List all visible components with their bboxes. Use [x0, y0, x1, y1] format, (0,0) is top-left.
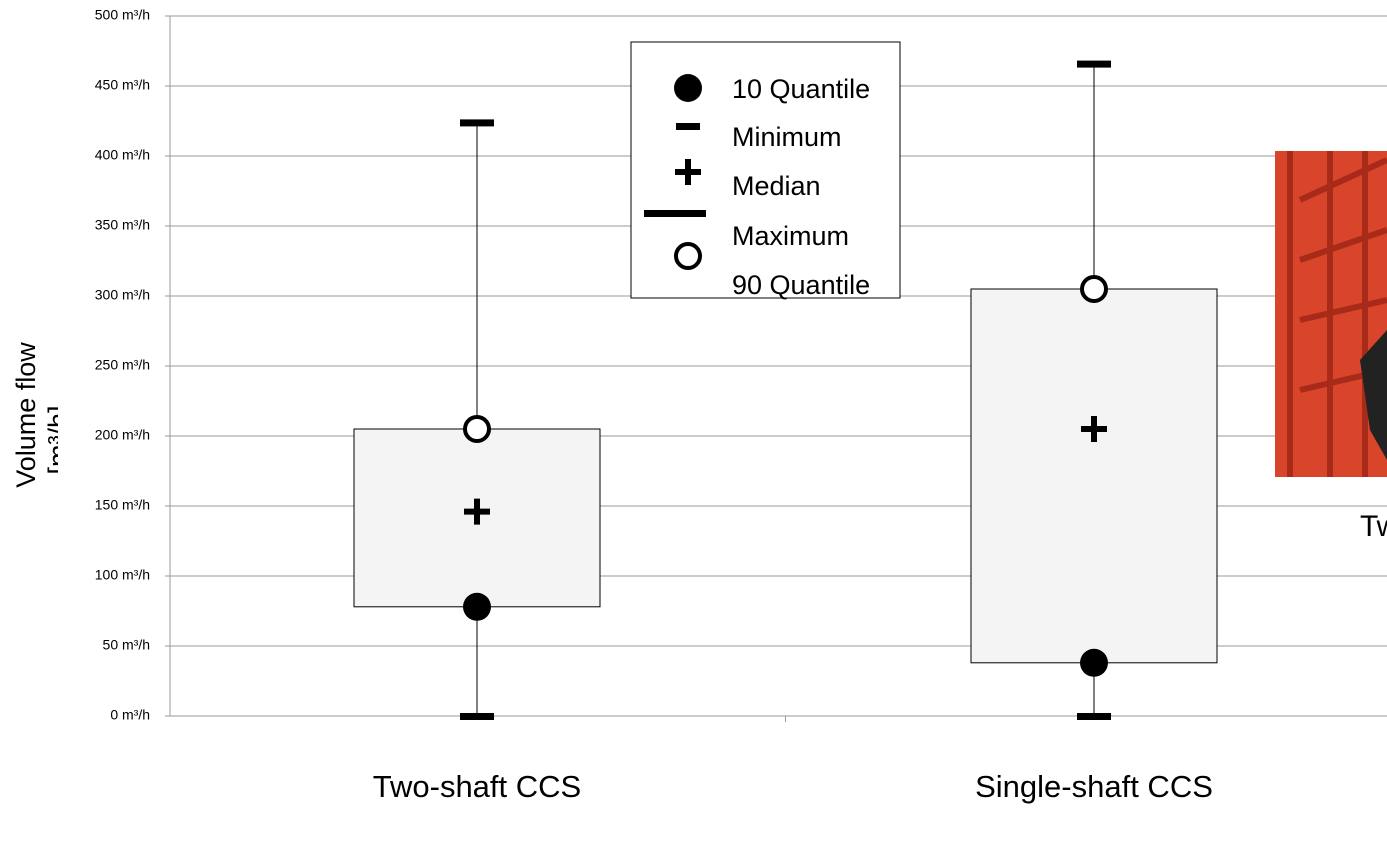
- min-cap: [1077, 713, 1111, 720]
- y-tick-label: 350 m³/h: [95, 217, 150, 233]
- y-tick-label: 0 m³/h: [110, 707, 150, 723]
- legend-symbol: [644, 210, 706, 217]
- legend-label: 90 Quantile: [732, 270, 870, 300]
- y-axis-unit: [m³/h]: [43, 405, 73, 474]
- q90-point: [1082, 277, 1106, 301]
- legend-label: Minimum: [732, 122, 842, 152]
- q10-point: [1080, 649, 1108, 677]
- page: 0 m³/h 50 m³/h 100 m³/h 150 m³/h 200 m³/h 250…: [0, 0, 1387, 846]
- legend-symbol: [676, 244, 700, 268]
- y-tick-label: 250 m³/h: [95, 357, 150, 373]
- q90-point: [465, 417, 489, 441]
- y-tick-label: 450 m³/h: [95, 77, 150, 93]
- box: [971, 289, 1217, 663]
- y-axis-label: Volume flow: [11, 342, 41, 488]
- max-cap: [460, 119, 494, 126]
- photo-caption: Tw: [1360, 510, 1387, 543]
- q10-point: [463, 593, 491, 621]
- y-tick-label: 200 m³/h: [95, 427, 150, 443]
- y-tick-label: 50 m³/h: [103, 637, 150, 653]
- y-tick-label: 400 m³/h: [95, 147, 150, 163]
- legend-symbol: [676, 123, 700, 130]
- legend-label: Maximum: [732, 221, 849, 251]
- legend-label: 10 Quantile: [732, 74, 870, 104]
- y-unit-wrap: [m³/h]: [43, 405, 73, 474]
- photo: Tw: [1275, 151, 1387, 543]
- y-tick-label: 100 m³/h: [95, 567, 150, 583]
- y-tick-label: 150 m³/h: [95, 497, 150, 513]
- x-tick-label: Two-shaft CCS: [342, 768, 612, 806]
- legend-symbol: [674, 74, 702, 102]
- max-cap: [1077, 61, 1111, 68]
- chart: 0 m³/h 50 m³/h 100 m³/h 150 m³/h 200 m³/h 250…: [0, 0, 1387, 846]
- legend-label: Median: [732, 171, 821, 201]
- x-tick-label: Single-shaft CCS: [959, 768, 1229, 806]
- min-cap: [460, 713, 494, 720]
- y-tick-label: 300 m³/h: [95, 287, 150, 303]
- legend: 10 Quantile Minimum Median Maximum 90 Qu…: [631, 42, 900, 300]
- y-tick-label: 500 m³/h: [95, 7, 150, 23]
